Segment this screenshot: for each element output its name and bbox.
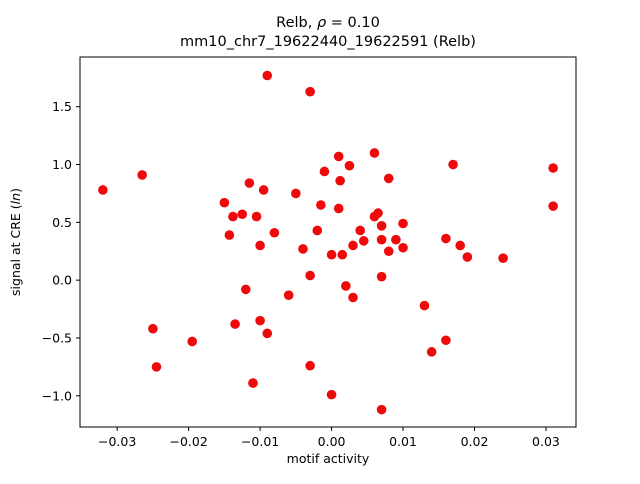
chart-title-line1: Relb, ρ = 0.10: [276, 15, 380, 31]
y-tick-label: 0.0: [52, 273, 72, 288]
y-axis-label: signal at CRE (ln): [8, 188, 23, 296]
data-point: [498, 253, 508, 263]
y-tick-label: 1.5: [52, 99, 72, 114]
data-point: [398, 218, 408, 229]
data-point: [151, 362, 162, 372]
data-point: [258, 185, 269, 195]
title-prefix: Relb,: [276, 15, 317, 31]
data-point: [348, 240, 358, 251]
x-tick-label: −0.02: [169, 434, 207, 449]
data-point: [326, 389, 337, 400]
data-point: [187, 336, 198, 347]
plot-area: [79, 56, 577, 428]
data-point: [376, 221, 387, 231]
data-point: [441, 233, 451, 244]
chart-title-line2: mm10_chr7_19622440_19622591 (Relb): [180, 34, 476, 50]
data-point: [98, 185, 108, 195]
data-point: [248, 378, 258, 388]
data-point: [391, 234, 401, 245]
data-point: [348, 292, 358, 303]
data-point: [316, 200, 326, 210]
x-tick-label: −0.03: [98, 434, 136, 449]
data-point: [369, 148, 380, 158]
y-tick-label: −0.5: [42, 330, 72, 345]
data-point: [419, 300, 430, 311]
data-point: [335, 175, 345, 186]
data-point: [255, 240, 265, 251]
data-point: [548, 201, 558, 211]
data-point: [383, 246, 394, 257]
data-point: [251, 211, 262, 222]
data-point: [319, 166, 330, 177]
data-point: [291, 188, 301, 199]
x-axis-ticks: −0.03 −0.02 −0.01 0.00 0.01 0.02 0.03: [98, 427, 560, 449]
data-point: [376, 404, 387, 415]
data-point: [262, 328, 273, 339]
data-point: [230, 319, 240, 329]
data-point: [337, 249, 348, 260]
y-axis-ticks: −1.0 −0.5 0.0 0.5 1.0 1.5: [42, 99, 80, 403]
data-point: [376, 271, 387, 282]
x-tick-label: 0.01: [389, 434, 417, 449]
data-point: [373, 208, 383, 218]
x-tick-label: 0.02: [461, 434, 489, 449]
data-point: [219, 197, 230, 208]
data-point: [224, 230, 235, 240]
data-point: [548, 163, 558, 173]
data-point: [148, 323, 158, 334]
x-axis-label: motif activity: [287, 451, 370, 466]
data-point: [358, 236, 369, 246]
data-point: [462, 252, 473, 262]
title-suffix: = 0.10: [326, 15, 380, 31]
x-tick-label: −0.01: [241, 434, 279, 449]
data-point: [305, 360, 315, 371]
data-point: [137, 170, 147, 180]
data-point: [398, 242, 408, 253]
data-point: [298, 244, 308, 254]
y-label-prefix: signal at CRE (: [8, 204, 23, 296]
x-tick-label: 0.00: [318, 434, 346, 449]
data-point: [448, 159, 458, 170]
data-points: [98, 70, 558, 415]
title-rho-symbol: ρ: [317, 15, 327, 31]
data-point: [426, 347, 437, 357]
data-point: [441, 335, 451, 346]
y-label-italic: ln: [8, 193, 23, 204]
data-point: [305, 270, 315, 281]
data-point: [376, 234, 387, 245]
data-point: [237, 209, 248, 220]
y-tick-label: −1.0: [42, 388, 72, 403]
data-point: [312, 225, 323, 236]
data-point: [255, 315, 265, 326]
data-point: [333, 151, 344, 162]
data-point: [355, 225, 365, 236]
data-point: [241, 284, 251, 295]
data-point: [341, 281, 351, 291]
y-label-suffix: ): [8, 188, 23, 193]
data-point: [455, 240, 466, 251]
data-point: [283, 290, 294, 300]
x-tick-label: 0.03: [532, 434, 560, 449]
data-point: [383, 173, 394, 184]
data-point: [244, 178, 255, 188]
y-tick-label: 0.5: [52, 215, 72, 230]
y-tick-label: 1.0: [52, 157, 72, 172]
data-point: [305, 86, 315, 97]
data-point: [333, 203, 344, 214]
data-point: [269, 227, 280, 238]
data-point: [344, 160, 355, 171]
data-point: [262, 70, 273, 81]
data-point: [228, 211, 238, 222]
data-point: [326, 249, 337, 260]
